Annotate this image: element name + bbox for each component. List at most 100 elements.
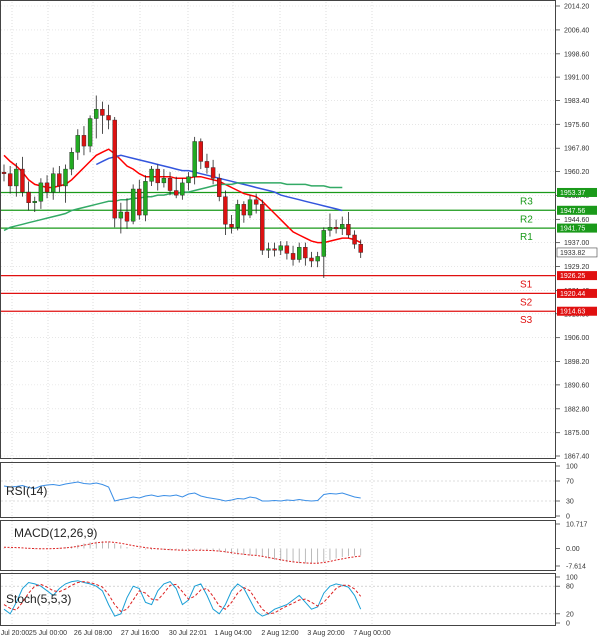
time-tick-label: 7 Aug 00:00 [353,630,390,637]
candle-body [198,141,204,162]
rsi-title: RSI(14) [6,484,47,498]
price-tick-label: 1882.80 [564,406,589,413]
candle-body [217,178,222,197]
time-tick-label: 27 Jul 16:00 [121,630,159,637]
time-tick-label: 1 Jul 20:00 [0,630,29,637]
candle-body [161,178,167,184]
candle-body [7,173,13,187]
candle-body [38,182,44,202]
candle-body [241,204,247,216]
candle-body [266,248,271,251]
pivot-level-label: S1 [520,280,533,291]
pivot-level-label: R1 [520,232,533,243]
candle-body [20,168,25,193]
price-tick-label: 1875.00 [564,430,589,437]
price-tick-label: 1867.40 [564,454,589,461]
stoch-tick-label: 100 [566,575,578,582]
stoch-tick-label: 80 [566,584,574,591]
current-price-tag-text: 1933.82 [560,250,585,257]
candlesticks [1,95,363,278]
macd-indicator: 10.717 0.00 -7.614 [3,522,588,571]
candle-body [106,115,111,121]
price-tick-label: 1929.20 [564,264,589,271]
candle-body [358,243,363,253]
level-price-tag-bg [557,205,597,215]
candle-body [155,168,160,184]
candle-body [210,167,216,179]
stoch-title: Stoch(5,5,3) [6,592,71,606]
candle-body [192,141,197,177]
price-tick-label: 1937.00 [564,240,589,247]
candle-body [94,109,99,119]
level-price-tag-text: 1920.44 [560,291,585,298]
candle-body [1,171,7,174]
rsi-tick-label: 100 [566,464,578,471]
candle-body [278,245,283,251]
stoch-k-line [3,580,362,617]
time-tick-label: 26 Jul 08:00 [74,630,112,637]
rsi-tick-label: 30 [566,499,574,506]
candle-body [297,247,302,260]
level-price-tag-text: 1941.75 [560,226,585,233]
time-tick-label: 1 Aug 04:00 [214,630,251,637]
candle-body [26,191,31,203]
candle-body [315,256,320,262]
candle-body [14,168,19,187]
candle-body [309,257,314,262]
candle-body [44,182,50,193]
candle-body [303,247,308,259]
stoch-indicator: 100 80 20 0 [1,575,578,628]
time-tick-label: 30 Jul 22:01 [169,630,207,637]
price-tick-label: 1944.60 [564,217,589,224]
pivot-level-label: S2 [520,297,533,308]
pivot-level-label: R2 [520,214,533,225]
time-tick-label: 2 Aug 12:00 [261,630,298,637]
candle-body [32,201,37,203]
pivot-level-label: S3 [520,315,533,326]
candle-body [137,188,142,216]
candle-body [149,168,154,182]
candle-body [167,178,173,191]
candle-body [75,135,81,153]
price-tick-label: 2006.40 [564,27,589,34]
rsi-tick-label: 0 [566,514,570,521]
candle-body [333,227,339,230]
candle-body [253,199,259,205]
moving-average-line [3,182,343,232]
price-tick-label: 1975.60 [564,122,589,129]
stoch-tick-label: 20 [566,611,574,618]
rsi-tick-label: 70 [566,479,574,486]
macd-signal-line [3,541,361,564]
level-price-tag-text: 1947.56 [560,208,585,215]
main-panel-frame [0,0,556,459]
candle-body [235,204,240,228]
candle-body [247,199,253,216]
candle-body [57,173,62,187]
candle-body [223,196,228,225]
price-tick-label: 1967.80 [564,146,589,153]
candle-body [340,224,345,230]
current-price-tag-bg [556,247,598,258]
candle-body [229,224,234,228]
candle-body [346,224,351,236]
price-tick-label: 1983.40 [564,98,589,105]
level-price-tag-text: 1926.25 [560,273,585,280]
price-tick-label: 1960.20 [564,169,589,176]
candle-body [87,118,93,147]
candle-body [327,227,333,231]
price-tick-label: 1991.00 [564,75,589,82]
candle-body [186,176,191,184]
level-price-tag-bg [557,288,597,298]
candle-body [290,253,296,260]
level-price-tag-bg [557,187,597,197]
level-price-tag-text: 1953.37 [560,190,585,197]
price-tick-label: 2014.20 [564,4,589,11]
macd-tick-label: 0.00 [566,546,580,553]
candle-body [284,245,290,254]
rsi-panel-frame [0,462,556,518]
price-tick-label: 1998.60 [564,51,589,58]
level-price-tag-text: 1914.63 [560,309,585,316]
